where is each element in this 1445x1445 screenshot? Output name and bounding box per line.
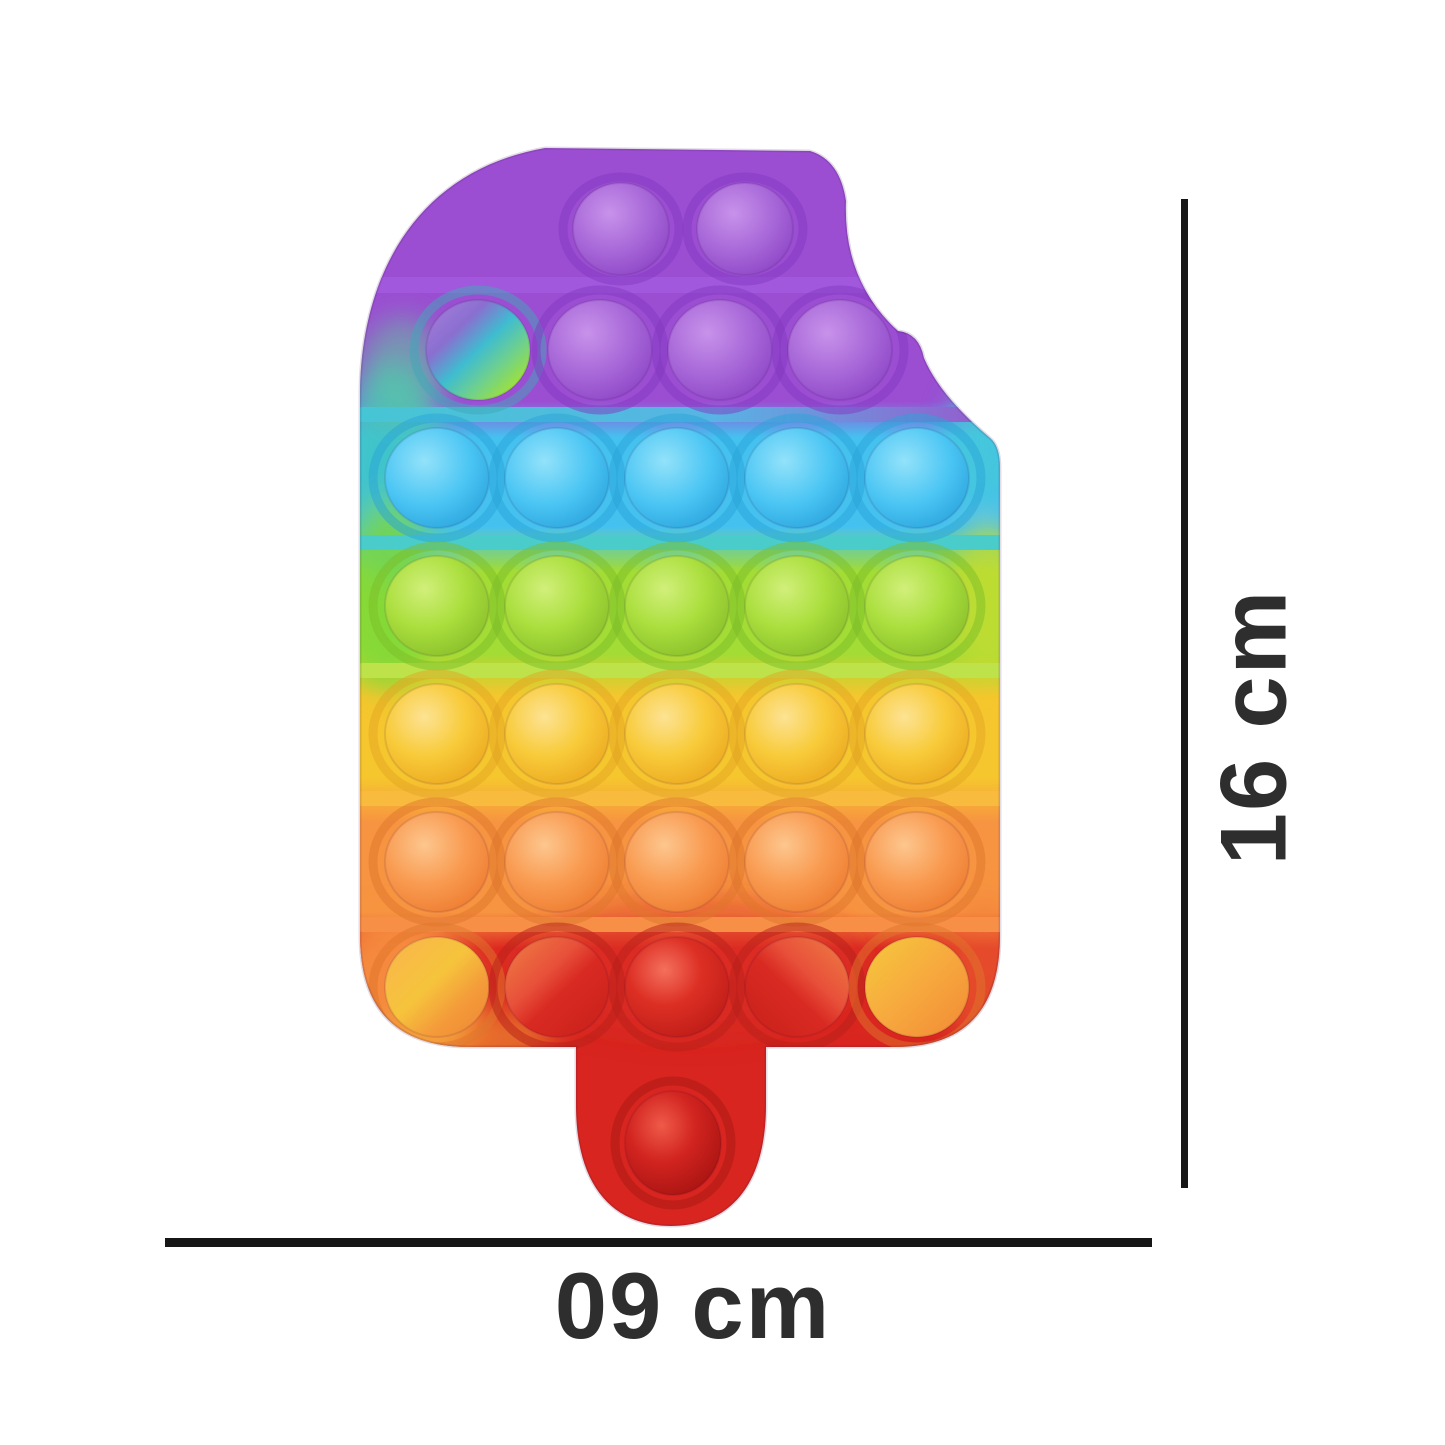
bubble-socket-ring <box>848 541 986 671</box>
bubble-socket-ring <box>488 669 626 799</box>
bubble <box>624 427 730 529</box>
bubble-socket-ring <box>558 172 684 286</box>
bubble <box>384 683 490 785</box>
bubble-socket-ring <box>728 922 866 1052</box>
bubble-socket-ring <box>608 541 746 671</box>
bubble-layer <box>368 172 986 1210</box>
bubble <box>667 299 773 401</box>
bubble <box>504 683 610 785</box>
bubble-socket-ring <box>728 669 866 799</box>
bubble-socket-ring <box>368 669 506 799</box>
bubble <box>744 683 850 785</box>
bubble-socket-ring <box>728 797 866 927</box>
bubble <box>384 811 490 913</box>
bubble <box>384 555 490 657</box>
bubble-socket-ring <box>848 413 986 543</box>
bubble <box>864 811 970 913</box>
bubble <box>744 427 850 529</box>
bubble-socket-ring <box>608 797 746 927</box>
bubble-socket-ring <box>651 285 789 415</box>
bubble <box>744 811 850 913</box>
bubble-socket-ring <box>488 922 626 1052</box>
bubble-socket-ring <box>488 797 626 927</box>
bubble <box>384 427 490 529</box>
bubble-socket-ring <box>368 541 506 671</box>
height-label: 16 cm <box>1201 589 1306 866</box>
width-dimension-line <box>165 1238 1152 1247</box>
height-dimension-line <box>1181 199 1188 1188</box>
bubble-socket-ring <box>728 413 866 543</box>
bubble <box>425 299 531 401</box>
bubble <box>624 936 730 1038</box>
bubble <box>624 811 730 913</box>
bubble <box>504 427 610 529</box>
popsicle-body <box>360 148 1000 1226</box>
bubble-socket-ring <box>488 413 626 543</box>
bubble-socket-ring <box>728 541 866 671</box>
bubble <box>864 683 970 785</box>
bubble <box>504 936 610 1038</box>
bubble <box>572 182 670 276</box>
bubble <box>547 299 653 401</box>
bubble-socket-ring <box>608 922 746 1052</box>
bubble <box>624 555 730 657</box>
bubble <box>504 811 610 913</box>
bubble-socket-ring <box>409 285 547 415</box>
bubble-socket-ring <box>682 172 808 286</box>
bubble-socket-ring <box>488 541 626 671</box>
bubble <box>504 555 610 657</box>
bubble-socket-ring <box>848 797 986 927</box>
bubble <box>787 299 893 401</box>
bubble <box>624 1090 722 1196</box>
bubble <box>864 555 970 657</box>
popsicle-outline <box>358 146 1002 1228</box>
bubble-socket-ring <box>608 413 746 543</box>
bubble-socket-ring <box>610 1076 736 1210</box>
bubble <box>624 683 730 785</box>
bubble <box>744 936 850 1038</box>
bubble <box>384 936 490 1038</box>
bubble-socket-ring <box>848 669 986 799</box>
bubble-socket-ring <box>771 285 909 415</box>
bubble-socket-ring <box>531 285 669 415</box>
bubble <box>864 936 970 1038</box>
bubble <box>696 182 794 276</box>
bubble-socket-ring <box>608 669 746 799</box>
bubble-socket-ring <box>368 413 506 543</box>
bubble-socket-ring <box>368 797 506 927</box>
bubble <box>744 555 850 657</box>
bubble <box>864 427 970 529</box>
width-label: 09 cm <box>555 1253 832 1358</box>
